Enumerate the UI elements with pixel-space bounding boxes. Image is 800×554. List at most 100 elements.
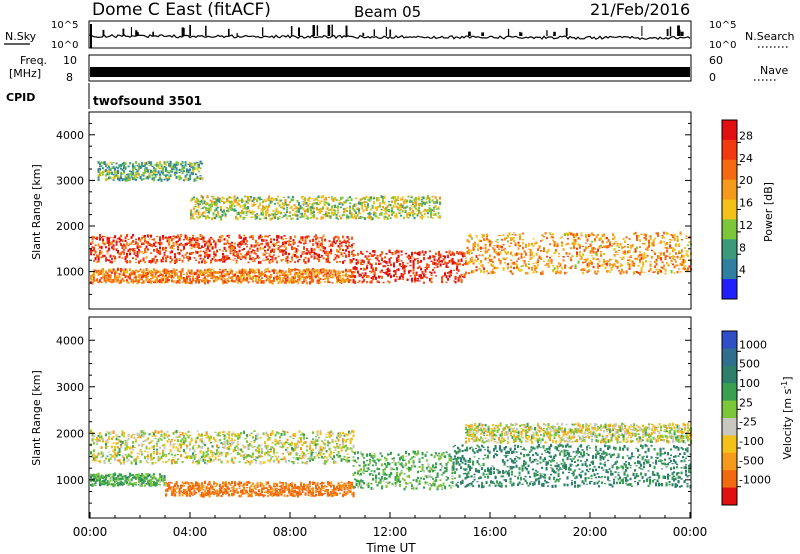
heatmap-cell bbox=[213, 274, 216, 278]
heatmap-cell bbox=[462, 255, 465, 258]
heatmap-cell bbox=[658, 252, 661, 254]
heatmap-cell bbox=[283, 196, 286, 198]
heatmap-cell bbox=[414, 251, 417, 254]
heatmap-cell bbox=[398, 205, 401, 208]
heatmap-cell bbox=[214, 216, 217, 218]
heatmap-cell bbox=[168, 238, 171, 241]
heatmap-cell bbox=[666, 231, 669, 235]
heatmap-cell bbox=[204, 269, 207, 272]
heatmap-cell bbox=[390, 263, 393, 267]
heatmap-cell bbox=[159, 242, 162, 246]
heatmap-cell bbox=[139, 460, 142, 462]
heatmap-cell bbox=[181, 461, 184, 463]
heatmap-cell bbox=[646, 246, 649, 249]
heatmap-cell bbox=[343, 260, 346, 262]
heatmap-cell bbox=[282, 253, 285, 256]
heatmap-cell bbox=[347, 197, 350, 199]
heatmap-cell bbox=[180, 443, 183, 446]
heatmap-cell bbox=[245, 196, 248, 198]
heatmap-cell bbox=[289, 243, 292, 246]
heatmap-cell bbox=[622, 256, 625, 260]
heatmap-cell bbox=[468, 272, 471, 275]
heatmap-cell bbox=[652, 251, 655, 253]
heatmap-cell bbox=[199, 273, 202, 276]
heatmap-cell bbox=[502, 267, 505, 271]
heatmap-cell bbox=[687, 250, 690, 252]
heatmap-cell bbox=[507, 266, 510, 270]
heatmap-cell bbox=[325, 258, 328, 262]
heatmap-cell bbox=[318, 256, 321, 259]
heatmap-cell bbox=[286, 206, 289, 208]
heatmap-cell bbox=[283, 215, 286, 217]
heatmap-cell bbox=[312, 243, 315, 247]
heatmap-cell bbox=[102, 439, 105, 443]
heatmap-cell bbox=[204, 240, 207, 242]
heatmap-cell bbox=[228, 234, 231, 237]
heatmap-cell bbox=[265, 278, 268, 281]
heatmap-cell bbox=[139, 451, 142, 453]
heatmap-cell bbox=[616, 260, 619, 264]
heatmap-cell bbox=[108, 458, 111, 462]
heatmap-cell bbox=[519, 237, 522, 241]
heatmap-cell bbox=[337, 205, 340, 208]
heatmap-cell bbox=[633, 271, 636, 274]
heatmap-cell bbox=[522, 246, 525, 250]
heatmap-cell bbox=[361, 253, 364, 255]
heatmap-cell bbox=[550, 261, 553, 264]
heatmap-cell bbox=[410, 196, 413, 199]
heatmap-cell bbox=[293, 204, 296, 207]
heatmap-cell bbox=[465, 260, 468, 262]
heatmap-cell bbox=[108, 243, 111, 247]
heatmap-cell bbox=[316, 274, 319, 276]
heatmap-cell bbox=[367, 216, 370, 219]
heatmap-cell bbox=[367, 275, 370, 278]
heatmap-cell bbox=[348, 275, 351, 278]
heatmap-cell bbox=[362, 201, 365, 204]
heatmap-cell bbox=[121, 244, 124, 248]
heatmap-cell bbox=[619, 265, 622, 267]
heatmap-cell bbox=[672, 235, 675, 239]
heatmap-cell bbox=[169, 247, 172, 249]
heatmap-cell bbox=[115, 173, 118, 175]
heatmap-cell bbox=[132, 168, 135, 172]
heatmap-cell bbox=[259, 243, 262, 245]
heatmap-cell bbox=[120, 462, 123, 464]
heatmap-cell bbox=[109, 161, 112, 164]
heatmap-cell bbox=[267, 242, 270, 245]
heatmap-cell bbox=[645, 248, 648, 250]
heatmap-cell bbox=[505, 237, 508, 239]
heatmap-cell bbox=[168, 272, 171, 275]
heatmap-cell bbox=[302, 215, 305, 218]
heatmap-cell bbox=[190, 272, 193, 275]
heatmap-cell bbox=[243, 277, 246, 281]
heatmap-cell bbox=[288, 243, 291, 246]
heatmap-cell bbox=[331, 211, 334, 215]
heatmap-cell bbox=[460, 278, 463, 282]
heatmap-cell bbox=[504, 237, 507, 241]
heatmap-cell bbox=[205, 432, 208, 436]
heatmap-cell bbox=[247, 250, 250, 254]
heatmap-cell bbox=[592, 257, 595, 260]
heatmap-cell bbox=[184, 175, 187, 179]
heatmap-cell bbox=[153, 268, 156, 271]
heatmap-cell bbox=[223, 280, 226, 284]
heatmap-cell bbox=[270, 249, 273, 254]
colorbar-tick-label: 4 bbox=[739, 264, 746, 277]
heatmap-cell bbox=[513, 267, 516, 270]
heatmap-cell bbox=[114, 270, 117, 273]
heatmap-cell bbox=[165, 249, 168, 252]
heatmap-cell bbox=[156, 249, 159, 253]
heatmap-cell bbox=[423, 273, 426, 277]
heatmap-cell bbox=[669, 241, 672, 244]
heatmap-cell bbox=[159, 174, 162, 176]
heatmap-cell bbox=[121, 454, 124, 458]
heatmap-cell bbox=[291, 257, 294, 261]
heatmap-cell bbox=[348, 238, 351, 240]
heatmap-cell bbox=[156, 271, 159, 274]
heatmap-cell bbox=[229, 196, 232, 199]
heatmap-cell bbox=[660, 271, 663, 273]
heatmap-cell bbox=[375, 276, 378, 280]
heatmap-cell bbox=[499, 262, 502, 265]
heatmap-cell bbox=[486, 234, 489, 236]
